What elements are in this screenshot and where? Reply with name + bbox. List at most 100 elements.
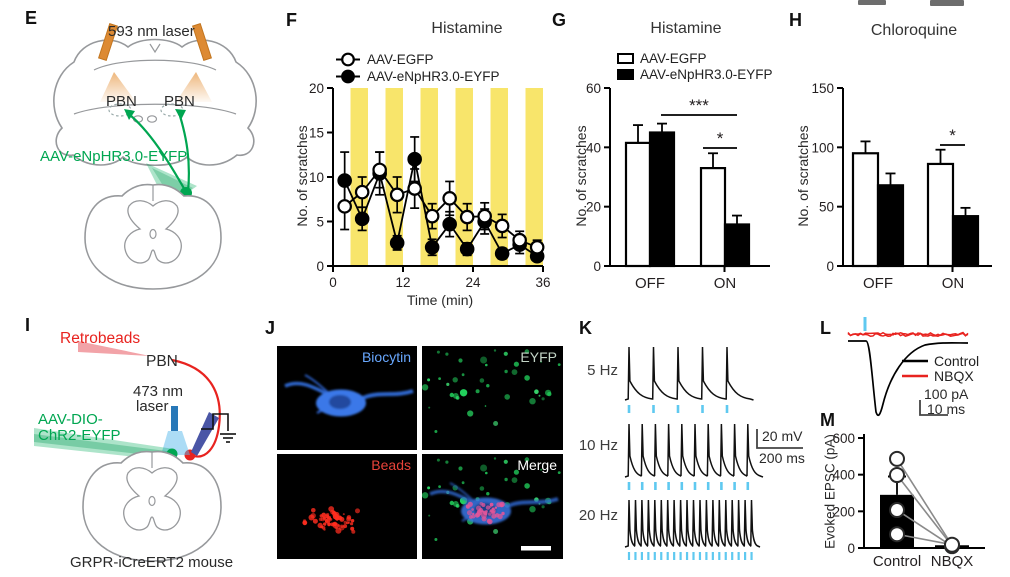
- pair-line: [896, 458, 953, 546]
- data-point-open: [529, 240, 545, 255]
- biocytin-filled-neuron: [284, 374, 414, 417]
- beads-label: Beads: [371, 457, 411, 473]
- k-scale-time: 200 ms: [759, 450, 805, 466]
- voltage-trace-5Hz: [624, 346, 754, 401]
- bar-black: [951, 215, 980, 268]
- panel-f-title: Histamine: [431, 20, 503, 37]
- evoked-epsc-chart: 0 200 400 600 Control NBQX: [832, 431, 985, 570]
- svg-text:NBQX: NBQX: [931, 553, 974, 570]
- eyfp-image: [422, 349, 561, 433]
- black-swatch: [617, 69, 634, 80]
- l-scale-current: 100 pA: [924, 386, 969, 402]
- panel-letter-j: J: [265, 318, 276, 338]
- data-point-open: [389, 187, 405, 203]
- legend-label: AAV-eNpHR3.0-EYFP: [640, 67, 773, 82]
- spike-train-traces: [624, 346, 803, 560]
- green-beam: [146, 163, 197, 207]
- pulse-ground-symbol: [201, 413, 236, 443]
- svg-text:24: 24: [465, 275, 481, 290]
- bar-white: [699, 167, 727, 268]
- legend-item-egfp: AAV-EGFP: [617, 51, 707, 66]
- voltage-trace-10Hz: [624, 423, 764, 478]
- control-trace: [848, 340, 969, 417]
- virus-label: AAV-eNpHR3.0-EYFP: [40, 148, 187, 165]
- scale-bar: [521, 546, 551, 551]
- svg-text:36: 36: [535, 275, 550, 290]
- pbn-projection-path: [171, 358, 221, 458]
- laser-beam-right: [176, 72, 212, 102]
- merge-label: Merge: [517, 457, 557, 473]
- projection-paths: [129, 114, 190, 193]
- panel-letter-g: G: [552, 10, 567, 30]
- eyfp-label: EYFP: [520, 349, 557, 365]
- voltage-trace-20Hz: [624, 499, 761, 548]
- data-point-filled: [337, 173, 352, 188]
- svg-text:150: 150: [811, 81, 834, 96]
- bar-white: [851, 152, 880, 268]
- pair-line: [896, 474, 953, 547]
- data-point-open: [354, 184, 370, 200]
- pbn-label-right: PBN: [164, 93, 195, 110]
- svg-text:20: 20: [586, 200, 601, 215]
- svg-text:200: 200: [832, 504, 855, 519]
- pbn-target-left: [108, 103, 132, 117]
- laser-fiber-left: [98, 23, 118, 61]
- data-point-filled: [407, 151, 422, 167]
- panel-letter-e: E: [25, 8, 38, 28]
- data-point-open: [889, 526, 905, 543]
- laser-fiber-right: [192, 23, 212, 61]
- trace-label-10hz: 10 Hz: [578, 437, 618, 454]
- trace-label-5hz: 5 Hz: [587, 362, 618, 379]
- red-line-marker: [902, 374, 928, 378]
- significance-stars: ***: [689, 96, 709, 115]
- svg-text:0: 0: [826, 259, 834, 274]
- data-point-filled: [389, 235, 405, 251]
- data-point-open: [944, 536, 960, 553]
- panel-letter-h: H: [789, 10, 802, 30]
- pair-line: [896, 533, 953, 546]
- scale-bracket: [919, 400, 948, 416]
- svg-text:40: 40: [586, 140, 601, 155]
- bar-black: [876, 184, 905, 268]
- scale-bracket: [756, 429, 803, 449]
- pbn-label: PBN: [146, 353, 178, 370]
- data-point-open: [889, 467, 905, 484]
- svg-text:12: 12: [395, 275, 410, 290]
- svg-text:0: 0: [847, 541, 855, 556]
- panel-letter-i: I: [25, 315, 31, 335]
- virus-label-line2: ChR2-EYFP: [38, 427, 121, 444]
- data-point-open: [459, 209, 475, 225]
- brainstem-section-outline: [53, 38, 257, 166]
- beads-image: [302, 506, 360, 534]
- mouse-line-label: GRPR-iCreERT2 mouse: [70, 554, 233, 571]
- data-point-open: [494, 218, 510, 234]
- filled-circle-marker: [336, 69, 360, 84]
- spinal-cord-outline: [82, 450, 222, 562]
- legend-item-egfp: AAV-EGFP: [335, 52, 434, 67]
- data-point-filled: [354, 211, 370, 227]
- panel-letter-f: F: [286, 10, 297, 30]
- clipped-text-artifact: [930, 0, 964, 6]
- svg-text:60: 60: [586, 81, 601, 96]
- nbqx-trace: [847, 332, 969, 338]
- legend-label: AAV-EGFP: [367, 52, 434, 67]
- micrograph-beads: Beads: [277, 454, 417, 559]
- panel-letter-m: M: [820, 410, 835, 430]
- legend-label: AAV-EGFP: [640, 51, 707, 66]
- svg-text:0: 0: [316, 259, 324, 274]
- svg-text:0: 0: [593, 259, 601, 274]
- panel-letter-l: L: [820, 318, 831, 338]
- panel-g-title: Histamine: [650, 20, 722, 37]
- light-on-band: [525, 88, 543, 266]
- panel-e-schematic: 593 nm laser PBN PBN AAV-eNpHR3.0-EYFP: [40, 23, 257, 290]
- data-point-open: [442, 191, 457, 206]
- panel-h-title: Chloroquine: [870, 22, 958, 39]
- bar-white: [624, 141, 652, 268]
- data-point-open: [372, 162, 387, 178]
- white-swatch: [617, 53, 634, 64]
- projection-arrow-left: [124, 109, 135, 120]
- data-point-open: [477, 208, 492, 224]
- clipped-text-artifact: [858, 0, 886, 5]
- data-point-open: [424, 208, 440, 224]
